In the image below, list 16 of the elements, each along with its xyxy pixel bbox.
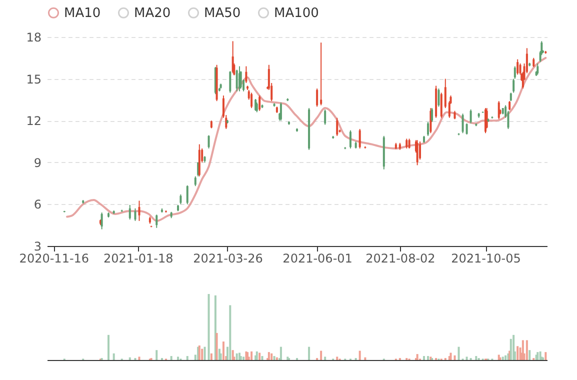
legend-label: MA10: [64, 6, 101, 21]
x-tick-label: 2021-08-02: [366, 252, 436, 266]
x-tick-label: 2021-01-18: [104, 252, 174, 266]
y-tick-label: 18: [26, 30, 42, 44]
y-tick-label: 6: [34, 198, 42, 212]
x-tick-label: 2021-03-26: [193, 252, 263, 266]
x-tick-label: 2020-11-16: [19, 252, 90, 266]
legend-label: MA20: [134, 6, 171, 21]
y-tick-label: 9: [34, 156, 42, 170]
y-tick-label: 12: [26, 114, 42, 128]
y-tick-label: 3: [34, 240, 42, 254]
x-tick-label: 2021-10-05: [451, 252, 521, 266]
x-tick-label: 2021-06-01: [282, 252, 352, 266]
y-tick-label: 15: [26, 72, 42, 86]
legend-label: MA50: [204, 6, 241, 21]
legend-label: MA100: [274, 6, 319, 21]
